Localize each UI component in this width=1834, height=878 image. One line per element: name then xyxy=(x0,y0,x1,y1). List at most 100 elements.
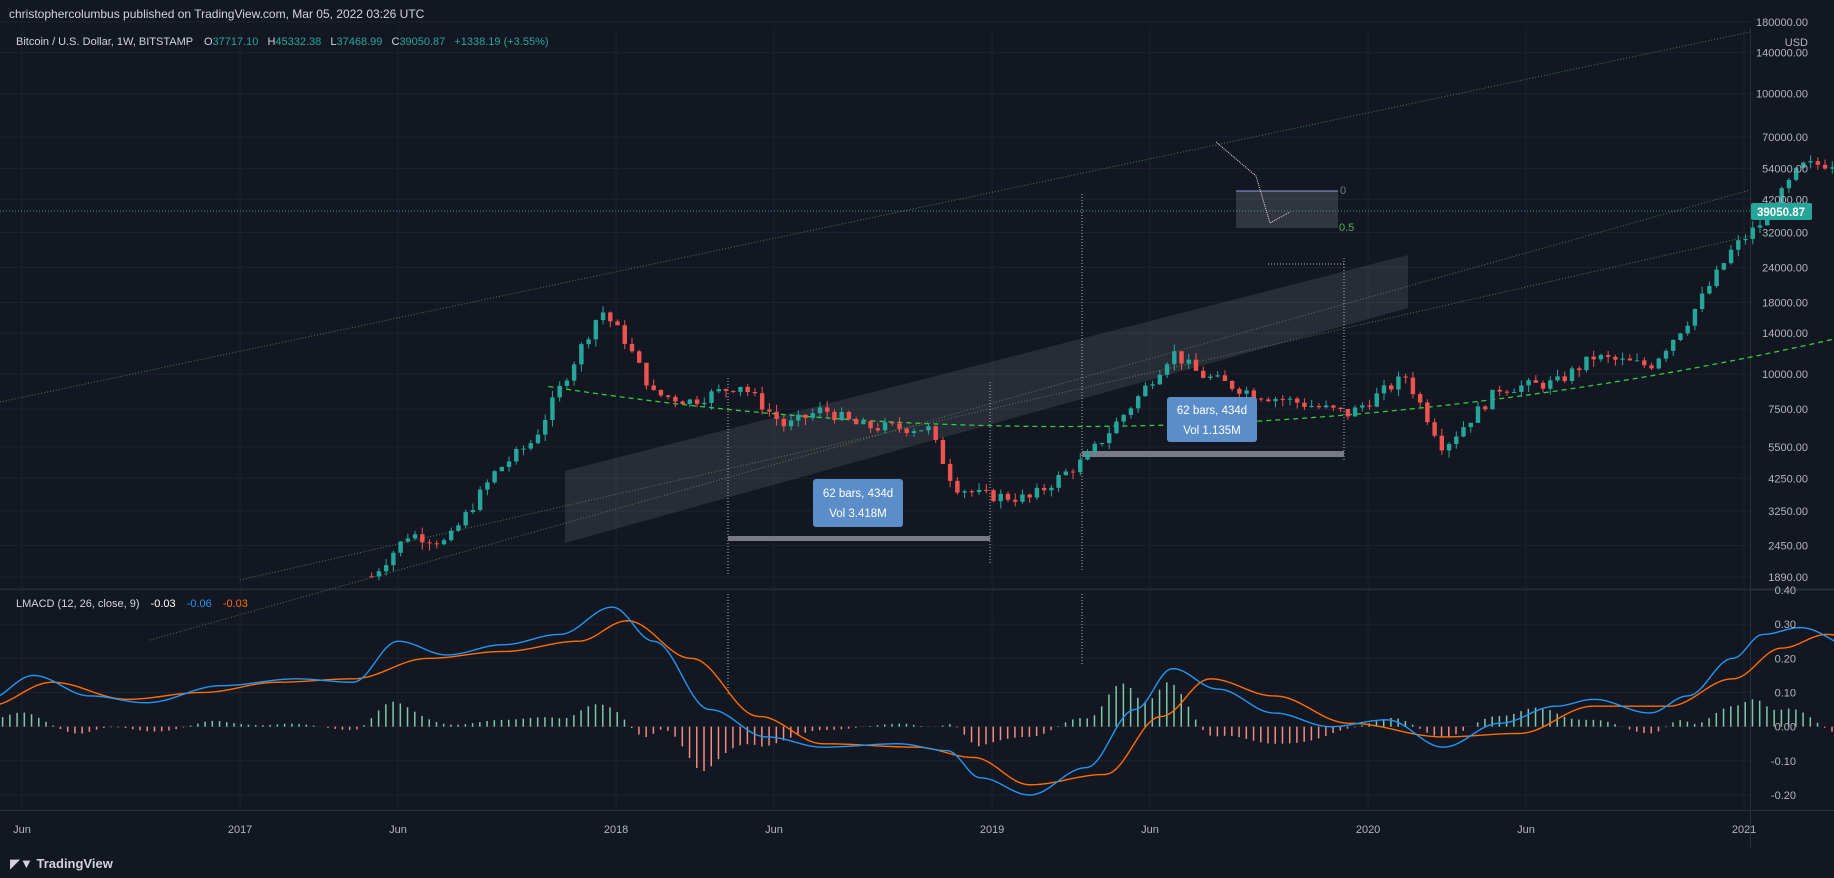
candle-body xyxy=(1389,385,1394,390)
time-tick-label: Jun xyxy=(765,824,783,836)
candle-body xyxy=(1157,374,1163,385)
candle-body xyxy=(810,413,815,418)
macd-name: LMACD (12, 26, close, 9) xyxy=(16,598,140,610)
candle-body xyxy=(919,430,924,432)
candle-series xyxy=(369,155,1834,581)
price-tick-label: 14000.00 xyxy=(1762,328,1808,340)
candle-body xyxy=(543,419,548,435)
candle-body xyxy=(499,466,505,472)
last-price-tag[interactable]: 39050.87 xyxy=(1751,203,1812,220)
candle-body xyxy=(1627,358,1633,361)
candle-body xyxy=(1186,359,1191,364)
candle-body xyxy=(1707,286,1712,294)
candle-body xyxy=(1302,402,1307,407)
candle-body xyxy=(376,571,382,577)
candle-body xyxy=(1743,238,1748,241)
candle-body xyxy=(477,489,483,511)
macd-line xyxy=(0,606,1834,796)
time-tick-label: Jun xyxy=(13,824,31,836)
measure-box-2[interactable]: 62 bars, 434d Vol 1.135M xyxy=(1167,397,1257,442)
candle-body xyxy=(427,542,432,544)
candle-body xyxy=(586,339,591,345)
candle-body xyxy=(1092,443,1097,453)
candle-body xyxy=(1027,494,1032,498)
candle-body xyxy=(1013,499,1018,502)
tradingview-logo-icon[interactable]: ◤▼ TradingView xyxy=(10,856,113,872)
time-axis[interactable]: Jun2017Jun2018Jun2019Jun2020Jun2021Jun20… xyxy=(13,824,1834,836)
candle-body xyxy=(1331,405,1336,408)
time-tick-label: Jun xyxy=(1141,824,1159,836)
measure-range-bar xyxy=(1082,451,1344,457)
candle-body xyxy=(940,440,946,464)
macd-signal-line xyxy=(0,620,1834,786)
candle-body xyxy=(1338,407,1343,410)
candle-body xyxy=(1562,376,1567,381)
candle-body xyxy=(882,422,888,431)
candle-body xyxy=(1041,487,1047,491)
macd-series xyxy=(0,606,1834,796)
candle-body xyxy=(1063,471,1069,476)
candle-body xyxy=(745,386,750,393)
candle-body xyxy=(1056,475,1061,488)
candle-body xyxy=(926,426,931,431)
macd-axis[interactable]: 0.40 0.30 0.20 0.10 0.00 -0.10 -0.20 xyxy=(1771,585,1796,802)
candle-body xyxy=(1475,406,1481,423)
candle-body xyxy=(622,325,627,344)
candle-body xyxy=(1020,494,1025,502)
candle-body xyxy=(1779,188,1784,210)
candle-body xyxy=(506,461,512,467)
candle-body xyxy=(1287,398,1293,400)
measure-box-1-bars: 62 bars, 434d xyxy=(823,488,893,500)
candle-body xyxy=(1728,249,1734,264)
channel-mid-line xyxy=(149,189,1751,641)
candle-body xyxy=(1005,493,1011,500)
macd-tick-label: 0.30 xyxy=(1775,619,1796,631)
candle-body xyxy=(557,385,562,398)
price-axis[interactable]: 180000.00 140000.00 100000.00 70000.00 54000… xyxy=(1756,17,1808,584)
candle-body xyxy=(796,414,801,421)
footer-bar: ◤▼ TradingView xyxy=(0,848,1834,878)
fib-label-0: 0 xyxy=(1340,185,1346,197)
candle-body xyxy=(514,449,519,462)
candle-body xyxy=(781,418,787,427)
candle-body xyxy=(1135,396,1141,409)
candle-body xyxy=(1692,309,1698,326)
price-tick-label: 2450.00 xyxy=(1768,540,1808,552)
candle-body xyxy=(1446,443,1452,451)
price-tick-label: 140000.00 xyxy=(1756,48,1808,60)
candle-body xyxy=(1605,355,1611,357)
candle-body xyxy=(1504,391,1510,393)
candle-body xyxy=(571,364,577,381)
candle-body xyxy=(629,343,635,352)
candle-body xyxy=(1367,405,1372,407)
candle-body xyxy=(564,380,570,386)
candle-body xyxy=(1801,162,1806,168)
candle-body xyxy=(1280,398,1285,400)
candle-body xyxy=(1461,427,1466,437)
macd-hist-value: -0.03 xyxy=(151,598,176,610)
candle-body xyxy=(1750,227,1755,239)
candle-body xyxy=(1511,391,1517,393)
candle-body xyxy=(1699,293,1705,310)
symbol-name: Bitcoin / U.S. Dollar, 1W, BITSTAMP xyxy=(16,36,193,48)
measure-box-1[interactable]: 62 bars, 434d Vol 3.418M xyxy=(813,479,903,527)
macd-line-value: -0.06 xyxy=(187,598,212,610)
candle-body xyxy=(817,407,823,414)
candle-body xyxy=(1172,351,1177,365)
candle-body xyxy=(861,421,866,425)
candle-body xyxy=(1266,399,1271,402)
fib-label-0-5: 0.5 xyxy=(1339,222,1354,234)
channel-bottom-line xyxy=(239,235,1751,581)
publisher-text: christophercolumbus published on Trading… xyxy=(9,7,425,21)
macd-tick-label: 0.00 xyxy=(1775,722,1796,734)
macd-pane[interactable] xyxy=(0,591,1750,809)
candle-body xyxy=(825,407,830,412)
candle-body xyxy=(1736,240,1741,250)
candle-body xyxy=(1577,368,1582,371)
candle-body xyxy=(1251,390,1257,399)
drawing-tools[interactable] xyxy=(0,31,1834,696)
candle-body xyxy=(615,321,620,326)
candle-body xyxy=(868,421,873,429)
candle-body xyxy=(694,399,700,405)
